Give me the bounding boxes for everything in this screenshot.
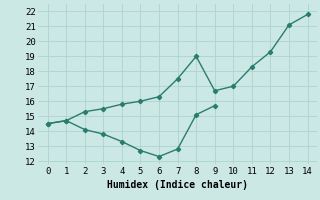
X-axis label: Humidex (Indice chaleur): Humidex (Indice chaleur): [107, 180, 248, 190]
